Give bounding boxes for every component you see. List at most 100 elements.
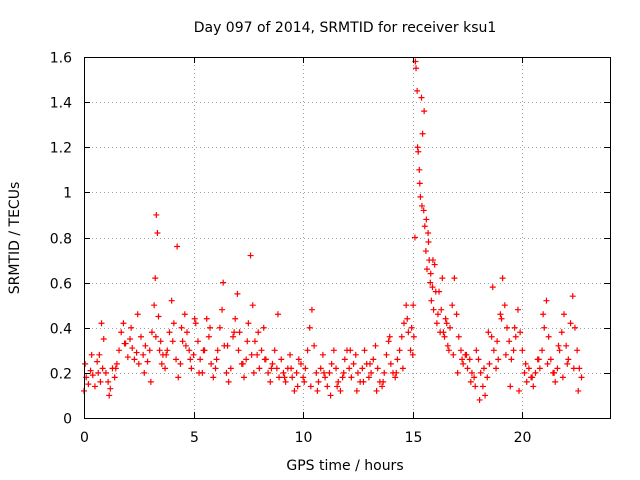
data-point (502, 351, 509, 358)
chart-title: Day 097 of 2014, SRMTID for receiver ksu… (194, 20, 497, 36)
data-point (178, 324, 185, 331)
data-point (97, 378, 104, 385)
data-point (434, 311, 441, 318)
data-point (300, 374, 307, 381)
data-point (451, 275, 458, 282)
data-point (519, 347, 526, 354)
x-tick-labels: 0 5 10 15 20 (80, 430, 531, 446)
data-point (482, 392, 489, 399)
data-point (459, 356, 466, 363)
data-point (271, 347, 278, 354)
data-point (359, 365, 366, 372)
data-point (186, 347, 193, 354)
data-point (239, 360, 246, 367)
x-tick-label: 5 (190, 430, 199, 446)
data-point (467, 378, 474, 385)
data-point (124, 354, 131, 361)
data-point (268, 365, 275, 372)
data-point (197, 356, 204, 363)
data-point (425, 229, 432, 236)
x-tick-label: 20 (514, 430, 532, 446)
data-point (544, 360, 551, 367)
data-point (258, 347, 265, 354)
data-point (414, 144, 421, 151)
data-point (187, 356, 194, 363)
data-point (184, 329, 191, 336)
data-point (463, 351, 470, 358)
data-point (111, 374, 118, 381)
data-point (168, 297, 175, 304)
data-point (227, 365, 234, 372)
data-point (294, 383, 301, 390)
data-point (88, 351, 95, 358)
data-point (421, 223, 428, 230)
data-point (475, 356, 482, 363)
data-point (438, 306, 445, 313)
data-point (225, 378, 232, 385)
data-point (267, 378, 274, 385)
data-point (99, 365, 106, 372)
data-point (328, 360, 335, 367)
data-point (335, 378, 342, 385)
data-point (280, 369, 287, 376)
data-point (281, 374, 288, 381)
data-point (484, 374, 491, 381)
x-tick-label: 10 (295, 430, 313, 446)
x-tick-label: 15 (405, 430, 423, 446)
data-point (224, 342, 231, 349)
data-point (330, 347, 337, 354)
data-point (360, 378, 367, 385)
data-point (190, 351, 197, 358)
data-point (141, 369, 148, 376)
y-axis-title: SRMTID / TECUs (7, 182, 23, 295)
data-point (511, 324, 518, 331)
data-point (327, 392, 334, 399)
data-point (490, 347, 497, 354)
data-point (116, 347, 123, 354)
data-point (386, 333, 393, 340)
y-tick-label: 1.2 (50, 141, 72, 157)
data-point (392, 374, 399, 381)
data-point (429, 284, 436, 291)
data-point (212, 365, 219, 372)
data-point (87, 367, 94, 374)
data-point (333, 365, 340, 372)
data-point (379, 383, 386, 390)
data-point (326, 369, 333, 376)
data-point (444, 342, 451, 349)
data-point (235, 347, 242, 354)
data-point (506, 338, 513, 345)
data-point (121, 340, 128, 347)
data-point (418, 202, 425, 209)
data-point (413, 65, 420, 72)
data-point (507, 383, 514, 390)
data-point (416, 166, 423, 173)
data-point (380, 378, 387, 385)
data-point (361, 347, 368, 354)
data-point (334, 383, 341, 390)
data-point (563, 342, 570, 349)
data-point (260, 324, 267, 331)
data-point (407, 347, 414, 354)
data-point (89, 372, 96, 379)
data-point (418, 94, 425, 101)
data-point (488, 333, 495, 340)
data-point (427, 279, 434, 286)
data-point (471, 374, 478, 381)
data-point (503, 324, 510, 331)
data-point (82, 360, 89, 367)
data-point (410, 302, 417, 309)
data-point (232, 315, 239, 322)
data-point (472, 383, 479, 390)
data-point (297, 360, 304, 367)
data-point (489, 284, 496, 291)
data-point (545, 333, 552, 340)
data-point (162, 365, 169, 372)
data-point (466, 356, 473, 363)
data-point (570, 365, 577, 372)
data-point (559, 374, 566, 381)
data-point (460, 360, 467, 367)
data-point (393, 369, 400, 376)
data-point (231, 329, 238, 336)
data-point (403, 302, 410, 309)
